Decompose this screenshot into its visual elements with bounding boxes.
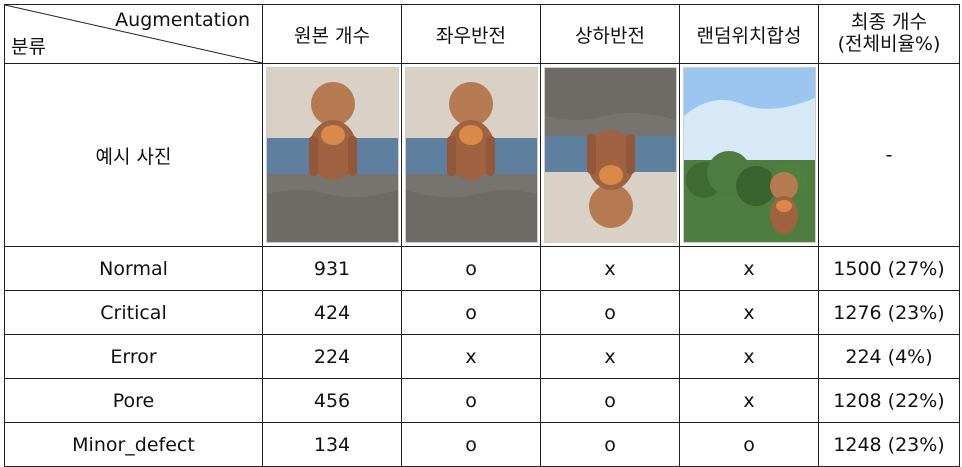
row-random-composite: x	[679, 246, 819, 291]
row-original-count: 456	[262, 378, 402, 423]
table-row: Critical 424 o o x 1276 (23%)	[4, 290, 960, 335]
row-original-count: 931	[262, 246, 402, 291]
vertical-flip-header: 상하반전	[540, 4, 680, 64]
header-row: Augmentation 분류 원본 개수 좌우반전 상하반전 랜덤위치합성 최…	[4, 4, 960, 64]
example-photo-original-cell	[262, 63, 402, 247]
row-vertical-flip: o	[540, 422, 680, 467]
example-photo-label: 예시 사진	[4, 63, 263, 247]
dog-photo-vertical-flip-icon	[543, 67, 677, 243]
final-count-header-line2: (전체비율%)	[837, 33, 941, 55]
row-final-count: 1208 (22%)	[818, 378, 960, 423]
row-horizontal-flip: o	[401, 378, 541, 423]
category-label: 분류	[11, 36, 46, 58]
row-horizontal-flip: x	[401, 334, 541, 379]
header-corner-cell: Augmentation 분류	[4, 4, 263, 64]
row-category: Critical	[4, 290, 263, 335]
row-category: Minor_defect	[4, 422, 263, 467]
row-category: Pore	[4, 378, 263, 423]
original-count-header: 원본 개수	[262, 4, 402, 64]
row-vertical-flip: o	[540, 290, 680, 335]
augmentation-table: Augmentation 분류 원본 개수 좌우반전 상하반전 랜덤위치합성 최…	[4, 4, 960, 467]
dog-photo-random-composite-icon	[682, 67, 816, 243]
dog-photo-horizontal-flip-icon	[404, 67, 538, 243]
row-horizontal-flip: o	[401, 422, 541, 467]
row-random-composite: x	[679, 334, 819, 379]
final-count-header-line1: 최종 개수	[851, 11, 927, 34]
final-count-header: 최종 개수 (전체비율%)	[818, 4, 960, 64]
row-final-count: 1248 (23%)	[818, 422, 960, 467]
row-original-count: 424	[262, 290, 402, 335]
dog-photo-original-icon	[265, 67, 399, 243]
random-position-composite-header: 랜덤위치합성	[679, 4, 819, 64]
table-row: Pore 456 o o x 1208 (22%)	[4, 378, 960, 423]
table-row: Minor_defect 134 o o o 1248 (23%)	[4, 422, 960, 467]
row-original-count: 224	[262, 334, 402, 379]
row-category: Error	[4, 334, 263, 379]
example-photo-row: 예시 사진	[4, 63, 960, 247]
row-final-count: 224 (4%)	[818, 334, 960, 379]
row-random-composite: o	[679, 422, 819, 467]
row-vertical-flip: x	[540, 334, 680, 379]
example-photo-vertical-flip-cell	[540, 63, 680, 247]
table-row: Normal 931 o x x 1500 (27%)	[4, 246, 960, 291]
row-final-count: 1276 (23%)	[818, 290, 960, 335]
table-row: Error 224 x x x 224 (4%)	[4, 334, 960, 379]
row-horizontal-flip: o	[401, 246, 541, 291]
row-vertical-flip: o	[540, 378, 680, 423]
example-photo-horizontal-flip-cell	[401, 63, 541, 247]
diagonal-divider-line	[5, 5, 262, 63]
augmentation-label: Augmentation	[115, 9, 250, 31]
example-photo-random-composite-cell	[679, 63, 819, 247]
row-category: Normal	[4, 246, 263, 291]
row-random-composite: x	[679, 290, 819, 335]
row-original-count: 134	[262, 422, 402, 467]
row-horizontal-flip: o	[401, 290, 541, 335]
row-vertical-flip: x	[540, 246, 680, 291]
row-random-composite: x	[679, 378, 819, 423]
row-final-count: 1500 (27%)	[818, 246, 960, 291]
horizontal-flip-header: 좌우반전	[401, 4, 541, 64]
example-photo-final-cell: -	[818, 63, 960, 247]
